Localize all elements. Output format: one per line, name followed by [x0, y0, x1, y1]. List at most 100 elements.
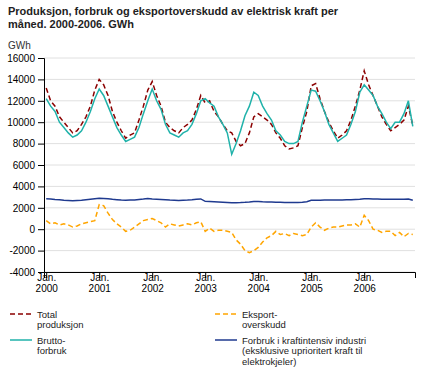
text-line: forbruk	[37, 345, 67, 356]
y-tick-label: 12000	[7, 96, 35, 107]
text-line: (eksklusive uprioritert kraft til	[242, 345, 362, 356]
y-tick-label: -2000	[9, 245, 35, 256]
text-line: produksjon	[37, 319, 83, 330]
legend-label: Totalproduksjon	[37, 309, 83, 331]
text-line: overskudd	[242, 319, 286, 330]
x-tick-label: Jan.2006	[354, 272, 377, 294]
legend-label: Brutto-forbruk	[37, 335, 67, 357]
series-line	[46, 198, 413, 202]
legend-swatch	[215, 313, 237, 315]
y-tick-label: -4000	[9, 267, 35, 278]
y-tick: 2000	[13, 203, 44, 214]
text-line: 2005	[301, 283, 324, 294]
y-tick-mark	[38, 208, 44, 209]
y-tick: 6000	[13, 160, 44, 171]
text-line: Jan.	[196, 272, 215, 283]
legend-swatch	[10, 313, 32, 315]
legend-swatch	[10, 339, 32, 341]
text-line: Jan.	[143, 272, 162, 283]
y-tick: 10000	[7, 117, 44, 128]
y-tick-label: 16000	[7, 53, 35, 64]
x-tick-label: Jan.2000	[36, 272, 59, 294]
legend-item: Eksport-overskudd	[215, 309, 286, 331]
y-tick-label: 14000	[7, 74, 35, 85]
text-line: 2002	[142, 283, 165, 294]
text-line: måned. 2000-2006. GWh	[8, 18, 134, 30]
grid-line	[44, 122, 415, 123]
series-line	[46, 85, 413, 155]
text-line: Jan.	[90, 272, 109, 283]
legend-swatch	[215, 339, 237, 341]
x-tick-label: Jan.2004	[248, 272, 271, 294]
y-tick: 16000	[7, 53, 44, 64]
x-tick: Jan.2001	[89, 272, 112, 294]
y-tick-label: 10000	[7, 117, 35, 128]
y-tick-mark	[38, 58, 44, 59]
grid-line	[44, 186, 415, 187]
y-tick-mark	[38, 144, 44, 145]
text-line: 2004	[248, 283, 271, 294]
grid-line	[44, 229, 415, 230]
text-line: Jan.	[355, 272, 374, 283]
text-line: Eksport-	[242, 309, 277, 320]
x-tick: Jan.2004	[248, 272, 271, 294]
y-tick: -2000	[9, 245, 44, 256]
y-tick-label: 6000	[13, 160, 36, 171]
grid	[44, 58, 415, 272]
y-tick-label: 2000	[13, 203, 36, 214]
y-axis-line	[38, 59, 45, 273]
legend-item: Brutto-forbruk	[10, 335, 67, 357]
text-line: Total	[37, 309, 57, 320]
series-line	[46, 71, 413, 149]
x-tick: Jan.2005	[301, 272, 324, 294]
text-line: 2006	[354, 283, 377, 294]
y-tick: 4000	[13, 181, 44, 192]
y-tick: 12000	[7, 96, 44, 107]
x-tick: Jan.2000	[36, 272, 59, 294]
grid-line	[44, 58, 415, 59]
y-tick-mark	[38, 229, 44, 230]
legend-label: Eksport-overskudd	[242, 309, 286, 331]
plot-area: -4000 -2000 0 2000 4000 6000 8000 10000 12000 140…	[7, 53, 415, 294]
legend-item: Totalproduksjon	[10, 309, 83, 331]
y-tick-mark	[38, 165, 44, 166]
y-tick: 0	[29, 224, 44, 235]
text-line: Forbruk i kraftintensiv industri	[242, 335, 366, 346]
grid-line	[44, 165, 415, 166]
legend-item: Forbruk i kraftintensiv industri(eksklus…	[215, 335, 366, 367]
y-axis-title: GWh	[8, 40, 31, 51]
x-tick-label: Jan.2002	[142, 272, 165, 294]
y-tick-mark	[38, 251, 44, 252]
grid-line	[44, 100, 415, 101]
y-tick-label: 0	[29, 224, 35, 235]
text-line: 2001	[89, 283, 112, 294]
text-line: 2003	[195, 283, 218, 294]
x-tick-label: Jan.2001	[89, 272, 112, 294]
legend-label: Forbruk i kraftintensiv industri(eksklus…	[242, 335, 366, 367]
chart-svg: Produksjon, forbruk og eksportoverskudd …	[0, 0, 429, 376]
x-tick: Jan.2003	[195, 272, 218, 294]
text-line: Brutto-	[37, 335, 66, 346]
chart-title: Produksjon, forbruk og eksportoverskudd …	[8, 5, 339, 30]
y-tick-mark	[38, 101, 44, 102]
x-tick: Jan.2006	[354, 272, 377, 294]
x-tick: Jan.2002	[142, 272, 165, 294]
x-tick-label: Jan.2005	[301, 272, 324, 294]
text-line: Jan.	[249, 272, 268, 283]
y-tick-label: 8000	[13, 138, 36, 149]
chart-container: Produksjon, forbruk og eksportoverskudd …	[0, 0, 429, 376]
y-tick-label: 4000	[13, 181, 36, 192]
y-tick-mark	[38, 122, 44, 123]
y-tick: 8000	[13, 138, 44, 149]
y-tick-mark	[38, 79, 44, 80]
x-axis: Jan.2000Jan.2001Jan.2002Jan.2003Jan.2004…	[36, 272, 416, 294]
x-tick-label: Jan.2003	[195, 272, 218, 294]
text-line: Produksjon, forbruk og eksportoverskudd …	[8, 5, 339, 17]
legend: Totalproduksjon Eksport-overskudd Brutto-f…	[10, 309, 366, 367]
grid-line	[44, 207, 415, 208]
text-line: elektrokjeler)	[242, 356, 296, 367]
text-line: Jan.	[302, 272, 321, 283]
text-line: 2000	[36, 283, 59, 294]
y-axis: -4000 -2000 0 2000 4000 6000 8000 10000 12000 140…	[7, 53, 44, 278]
y-tick-mark	[38, 186, 44, 187]
